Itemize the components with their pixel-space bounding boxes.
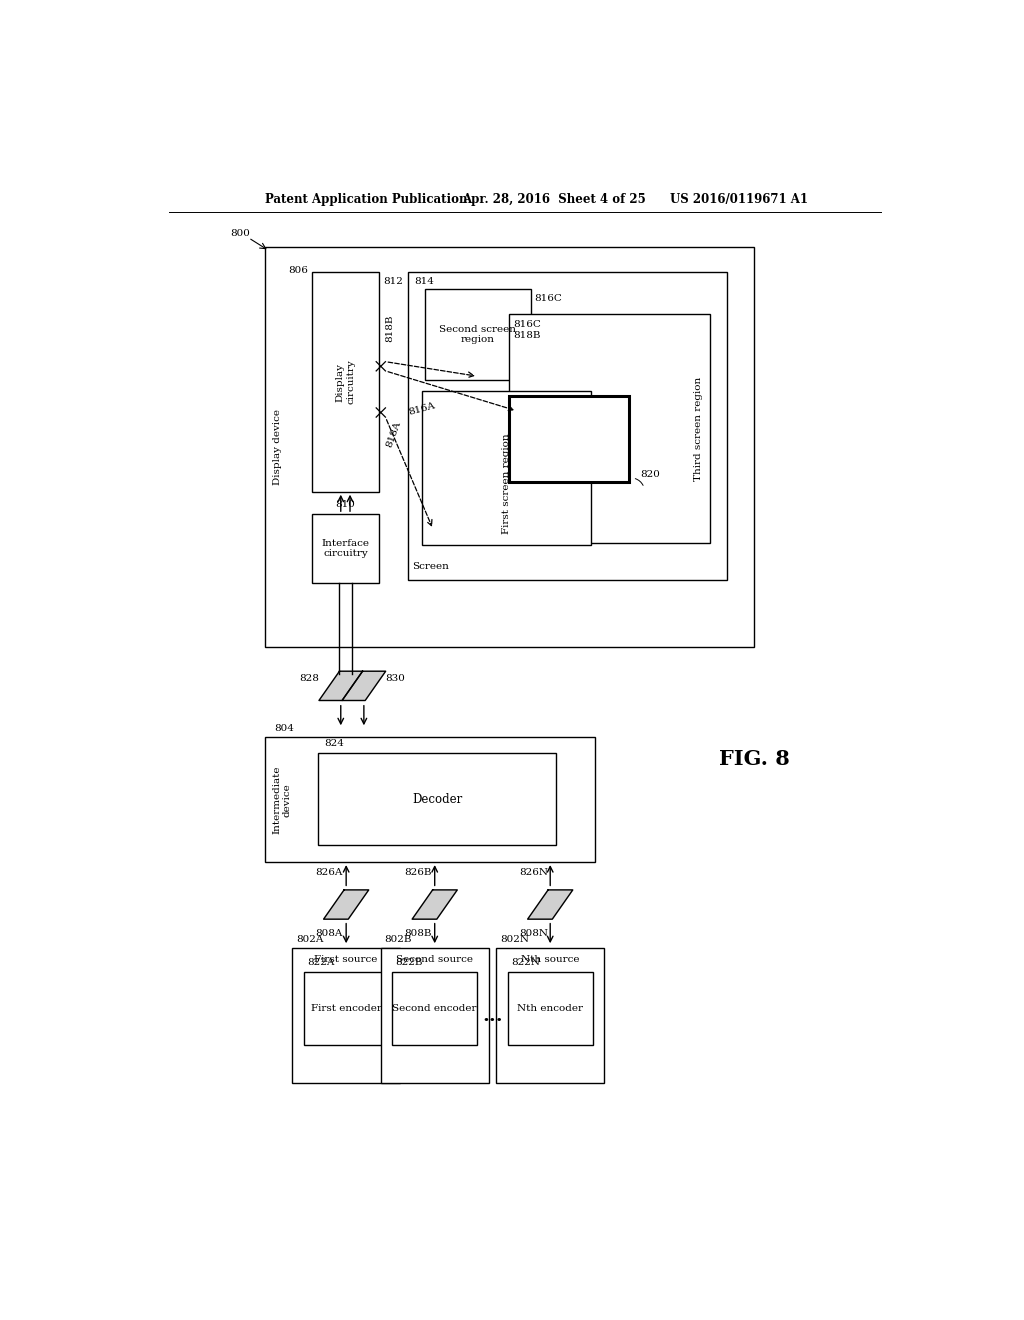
Polygon shape bbox=[324, 890, 369, 919]
Text: 804: 804 bbox=[274, 723, 295, 733]
Text: Nth source: Nth source bbox=[521, 954, 580, 964]
Text: FIG. 8: FIG. 8 bbox=[719, 748, 790, 770]
Bar bbox=[311, 515, 379, 583]
Bar bbox=[422, 391, 591, 545]
Text: Display
circuitry: Display circuitry bbox=[336, 360, 355, 404]
Text: 816C: 816C bbox=[513, 321, 541, 329]
Text: 808N: 808N bbox=[519, 928, 548, 937]
Text: 822A: 822A bbox=[307, 958, 334, 966]
Text: First source: First source bbox=[314, 954, 378, 964]
Text: Second screen
region: Second screen region bbox=[439, 325, 516, 345]
Text: 810: 810 bbox=[336, 500, 355, 510]
Text: Apr. 28, 2016  Sheet 4 of 25: Apr. 28, 2016 Sheet 4 of 25 bbox=[462, 193, 645, 206]
Text: ...: ... bbox=[482, 1007, 503, 1024]
Bar bbox=[408, 272, 727, 581]
Text: 800: 800 bbox=[230, 228, 251, 238]
Text: Decoder: Decoder bbox=[412, 792, 462, 805]
Text: Interface
circuitry: Interface circuitry bbox=[322, 539, 370, 558]
Text: First screen region: First screen region bbox=[502, 433, 511, 533]
Bar bbox=[509, 314, 710, 544]
Text: 816C: 816C bbox=[535, 294, 562, 304]
Text: 824: 824 bbox=[324, 739, 344, 748]
Bar bbox=[265, 738, 595, 862]
Text: 812: 812 bbox=[383, 277, 403, 286]
Bar bbox=[425, 289, 531, 380]
Text: 802B: 802B bbox=[385, 935, 412, 944]
Text: 830: 830 bbox=[385, 673, 406, 682]
Text: 822B: 822B bbox=[395, 958, 423, 966]
Bar bbox=[392, 972, 477, 1044]
Text: Intermediate
device: Intermediate device bbox=[272, 766, 292, 834]
Bar bbox=[317, 752, 556, 845]
Bar bbox=[265, 247, 755, 647]
Text: 826A: 826A bbox=[315, 869, 343, 878]
Text: 818B: 818B bbox=[513, 331, 541, 341]
Polygon shape bbox=[342, 671, 386, 701]
Text: Display device: Display device bbox=[273, 409, 283, 486]
Text: Patent Application Publication: Patent Application Publication bbox=[265, 193, 468, 206]
Text: Second encoder: Second encoder bbox=[392, 1003, 477, 1012]
Text: 816A: 816A bbox=[408, 401, 436, 417]
Bar bbox=[311, 272, 379, 492]
Text: 814: 814 bbox=[414, 277, 434, 286]
Bar bbox=[304, 972, 388, 1044]
Polygon shape bbox=[527, 890, 572, 919]
Text: 806: 806 bbox=[289, 265, 308, 275]
Bar bbox=[381, 948, 488, 1084]
Text: 822N: 822N bbox=[511, 958, 540, 966]
Text: 808A: 808A bbox=[315, 928, 343, 937]
Bar bbox=[508, 972, 593, 1044]
Text: 826B: 826B bbox=[404, 869, 431, 878]
Text: First encoder: First encoder bbox=[310, 1003, 382, 1012]
Bar bbox=[509, 396, 629, 482]
Text: 828: 828 bbox=[299, 673, 319, 682]
Text: 808B: 808B bbox=[404, 928, 431, 937]
Bar bbox=[292, 948, 400, 1084]
Bar bbox=[497, 948, 604, 1084]
Polygon shape bbox=[412, 890, 458, 919]
Polygon shape bbox=[319, 671, 362, 701]
Text: 820: 820 bbox=[640, 470, 660, 479]
Text: 818B: 818B bbox=[385, 314, 394, 342]
Text: 818A: 818A bbox=[385, 420, 402, 449]
Text: 802A: 802A bbox=[296, 935, 324, 944]
Text: Third screen region: Third screen region bbox=[694, 376, 703, 480]
Text: 826N: 826N bbox=[519, 869, 548, 878]
Text: 802N: 802N bbox=[500, 935, 529, 944]
Text: Second source: Second source bbox=[396, 954, 473, 964]
Text: Nth encoder: Nth encoder bbox=[517, 1003, 584, 1012]
Text: Screen: Screen bbox=[413, 562, 450, 572]
Text: US 2016/0119671 A1: US 2016/0119671 A1 bbox=[670, 193, 808, 206]
